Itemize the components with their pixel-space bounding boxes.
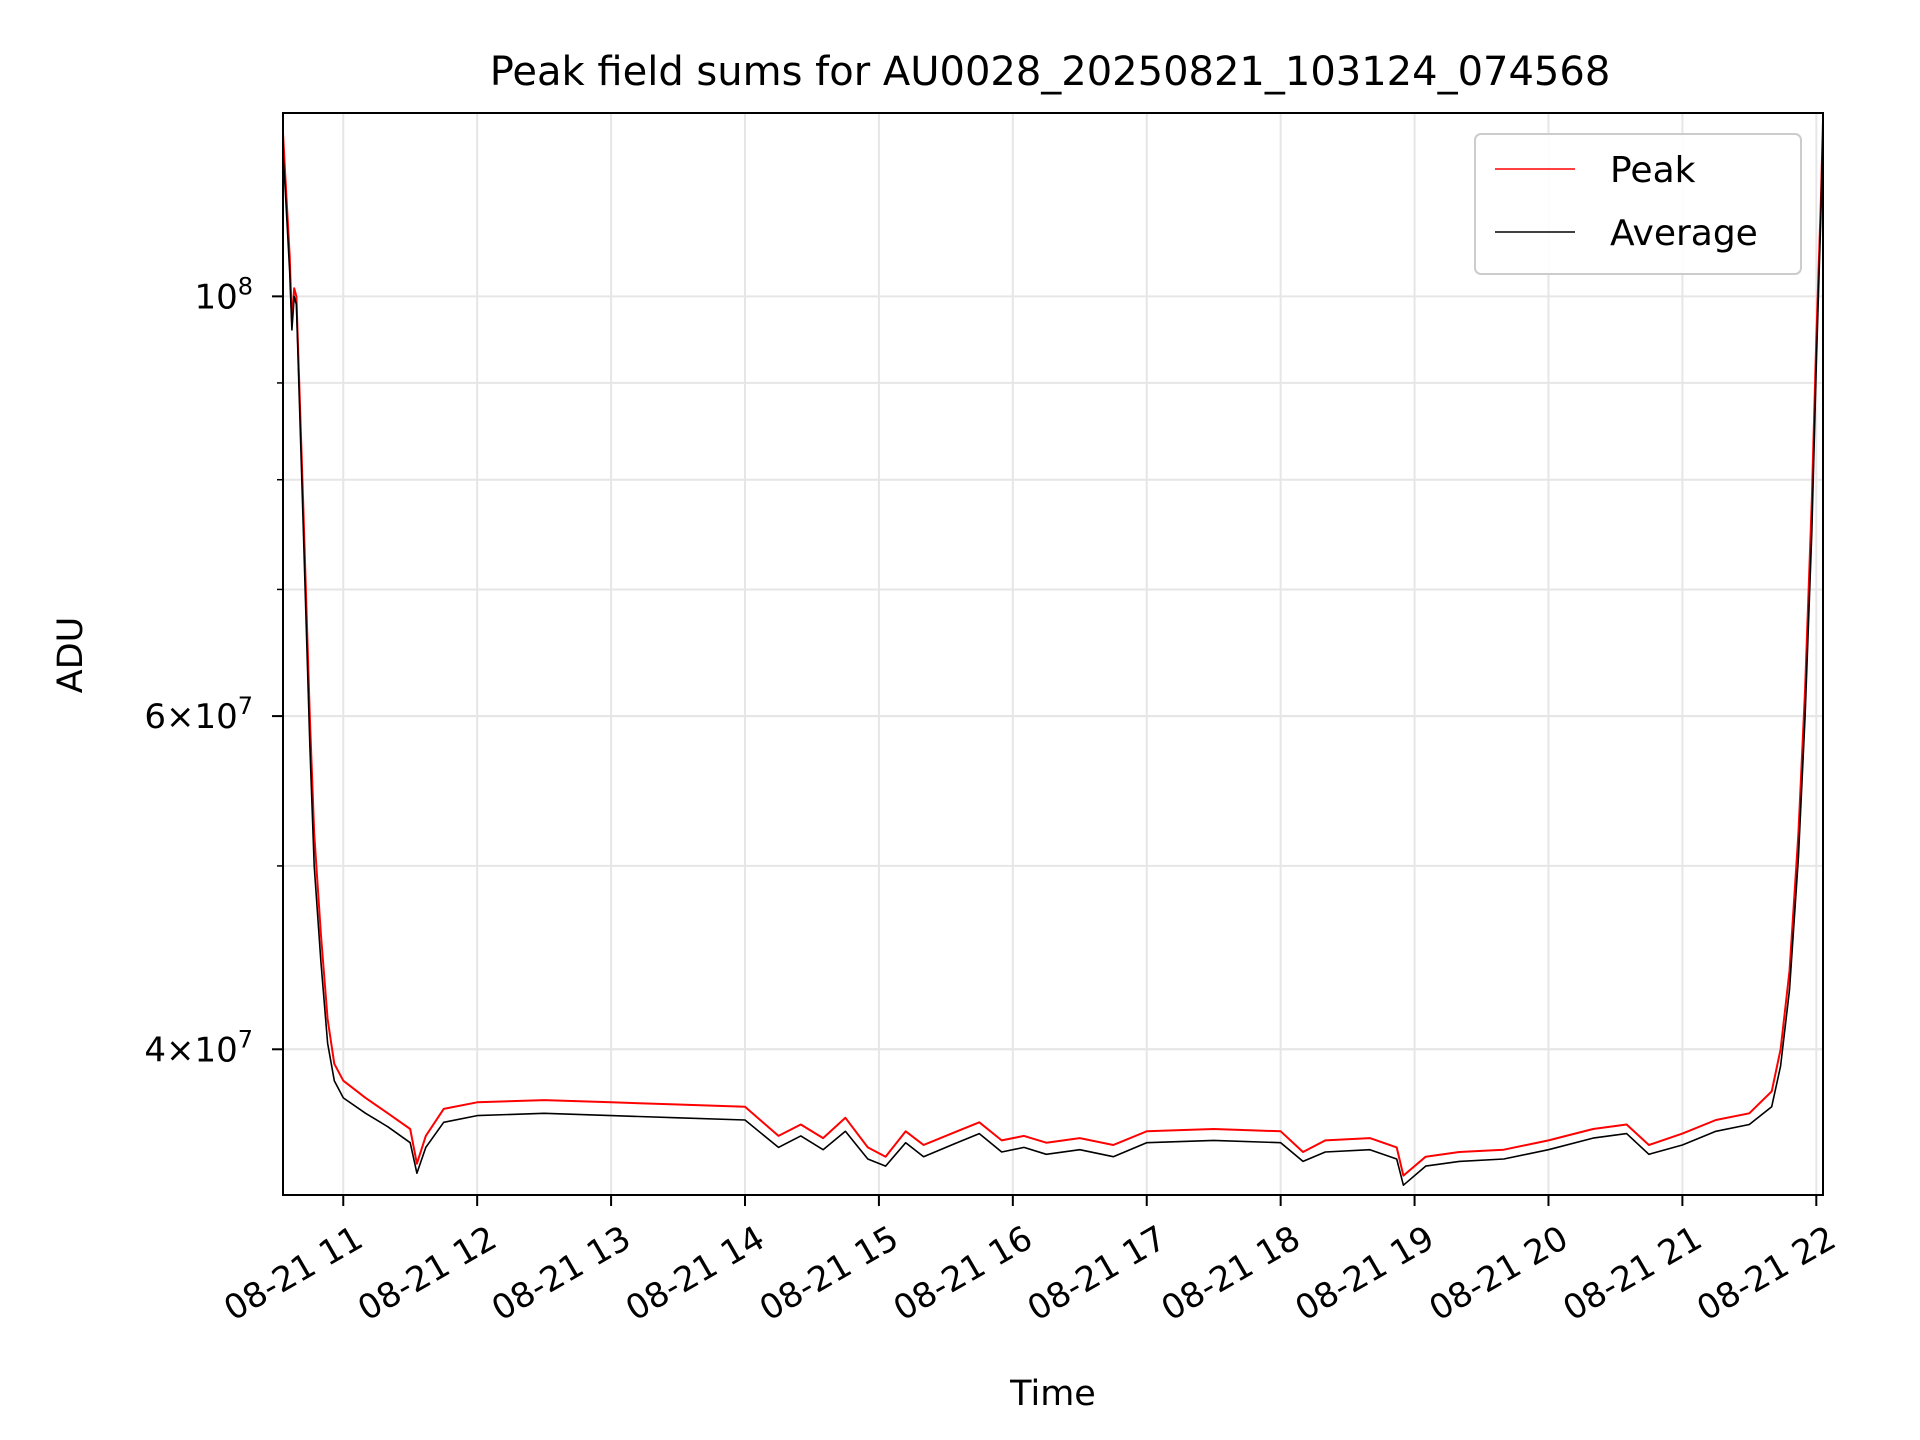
grid	[283, 113, 1823, 1195]
series-line-peak	[283, 119, 1823, 1177]
y-tick-label: 6×107	[144, 692, 253, 737]
y-tick-label: 4×107	[144, 1025, 253, 1070]
legend-label-peak: Peak	[1610, 150, 1696, 191]
axes-frame	[282, 112, 1824, 1196]
legend-label-average: Average	[1610, 213, 1758, 254]
y-axis: 108 6×107 4×107	[144, 272, 283, 1070]
x-axis-label: Time	[1009, 1374, 1096, 1414]
plot-area	[283, 119, 1823, 1186]
series-line-average	[283, 126, 1823, 1186]
chart-title: Peak field sums for AU0028_20250821_1031…	[490, 49, 1611, 95]
y-tick-label: 108	[194, 272, 253, 317]
y-axis-label: ADU	[51, 617, 91, 694]
legend: Peak Average	[1474, 133, 1802, 275]
